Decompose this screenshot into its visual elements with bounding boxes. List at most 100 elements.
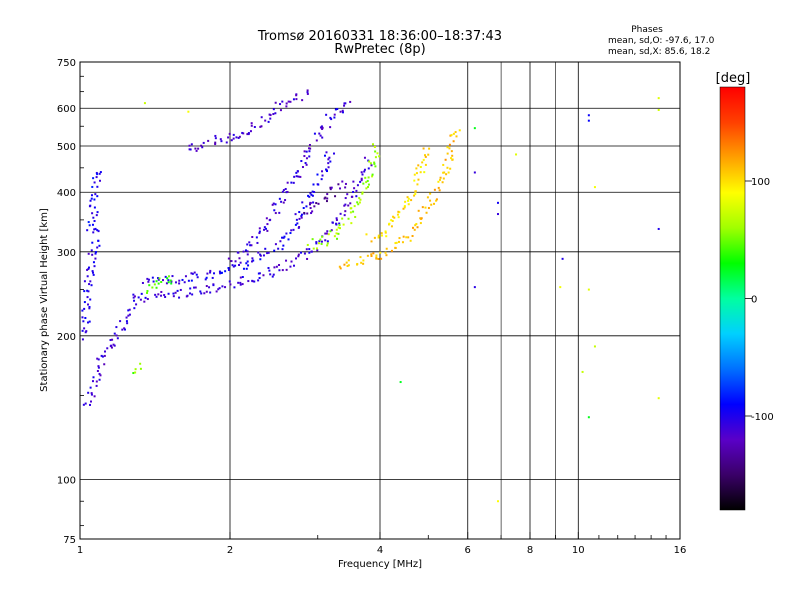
data-point <box>96 369 99 372</box>
data-point <box>126 322 129 325</box>
data-point <box>88 283 91 286</box>
data-point <box>215 290 218 293</box>
colorbar <box>719 86 746 511</box>
data-point <box>285 102 288 105</box>
x-axis-label: Frequency [MHz] <box>338 559 422 570</box>
data-point <box>326 244 329 247</box>
data-point <box>86 296 89 299</box>
data-point <box>278 263 281 266</box>
data-point <box>454 131 457 134</box>
data-point <box>231 264 234 267</box>
data-point <box>306 91 309 94</box>
data-point <box>362 259 365 262</box>
data-point <box>239 276 242 279</box>
data-point <box>244 249 247 252</box>
data-point <box>397 210 400 213</box>
data-point <box>455 135 458 138</box>
data-point <box>390 219 393 222</box>
data-point <box>420 217 423 220</box>
data-point <box>264 119 267 122</box>
data-point <box>402 207 405 210</box>
data-point <box>443 171 446 174</box>
data-point <box>593 186 596 189</box>
data-point <box>236 251 239 254</box>
data-point <box>209 271 212 274</box>
data-point <box>449 167 452 170</box>
data-point <box>112 343 115 346</box>
data-point <box>312 247 315 250</box>
data-point <box>157 282 160 285</box>
data-point <box>321 136 324 139</box>
data-point <box>202 141 205 144</box>
data-point <box>115 334 118 337</box>
data-point <box>185 295 188 298</box>
data-point <box>292 181 295 184</box>
data-point <box>378 155 381 158</box>
data-point <box>196 276 199 279</box>
data-point <box>341 217 344 220</box>
data-point <box>308 251 311 254</box>
data-point <box>295 94 298 97</box>
data-point <box>259 258 262 261</box>
data-point <box>205 276 208 279</box>
data-point <box>88 205 91 208</box>
data-point <box>359 180 362 183</box>
data-point <box>285 105 288 108</box>
data-point <box>247 133 250 136</box>
data-point <box>439 176 442 179</box>
data-point <box>593 345 596 348</box>
data-point <box>251 280 254 283</box>
data-point <box>259 254 262 257</box>
data-point <box>360 261 363 264</box>
data-point <box>313 191 316 194</box>
data-point <box>391 220 394 223</box>
data-point <box>587 416 590 419</box>
data-point <box>317 183 320 186</box>
data-point <box>219 272 222 275</box>
data-point <box>277 247 280 250</box>
data-point <box>263 228 266 231</box>
data-point <box>308 155 311 158</box>
data-point <box>282 236 285 239</box>
data-point <box>157 293 160 296</box>
data-point <box>95 380 98 383</box>
data-point <box>209 269 212 272</box>
data-point <box>263 226 266 229</box>
data-point <box>308 143 311 146</box>
y-tick-label: 750 <box>57 58 76 69</box>
data-point <box>92 376 95 379</box>
data-point <box>356 263 359 266</box>
data-point <box>329 188 332 191</box>
data-point <box>298 217 301 220</box>
data-point <box>297 253 300 256</box>
data-point <box>230 260 233 263</box>
data-point <box>280 200 283 203</box>
x-tick-label: 10 <box>572 545 585 556</box>
data-point <box>179 288 182 291</box>
x-tick-label: 2 <box>227 545 233 556</box>
data-point <box>239 281 242 284</box>
data-point <box>357 203 360 206</box>
data-point <box>324 232 327 235</box>
data-point <box>98 372 101 375</box>
data-point <box>375 257 378 260</box>
data-point <box>407 199 410 202</box>
x-tick-label: 4 <box>377 545 383 556</box>
data-point <box>325 168 328 171</box>
data-point <box>157 277 160 280</box>
data-point <box>305 150 308 153</box>
data-point <box>293 264 296 267</box>
data-point <box>338 222 341 225</box>
data-point <box>438 189 441 192</box>
data-point <box>255 236 258 239</box>
data-point <box>258 272 261 275</box>
colorbar-tick-label: -100 <box>751 412 774 423</box>
data-point <box>253 280 256 283</box>
data-point <box>85 330 88 333</box>
data-point <box>388 222 391 225</box>
data-point <box>100 354 103 357</box>
data-point <box>220 140 223 143</box>
data-point <box>98 172 101 175</box>
data-point <box>101 355 104 358</box>
data-point <box>137 296 140 299</box>
